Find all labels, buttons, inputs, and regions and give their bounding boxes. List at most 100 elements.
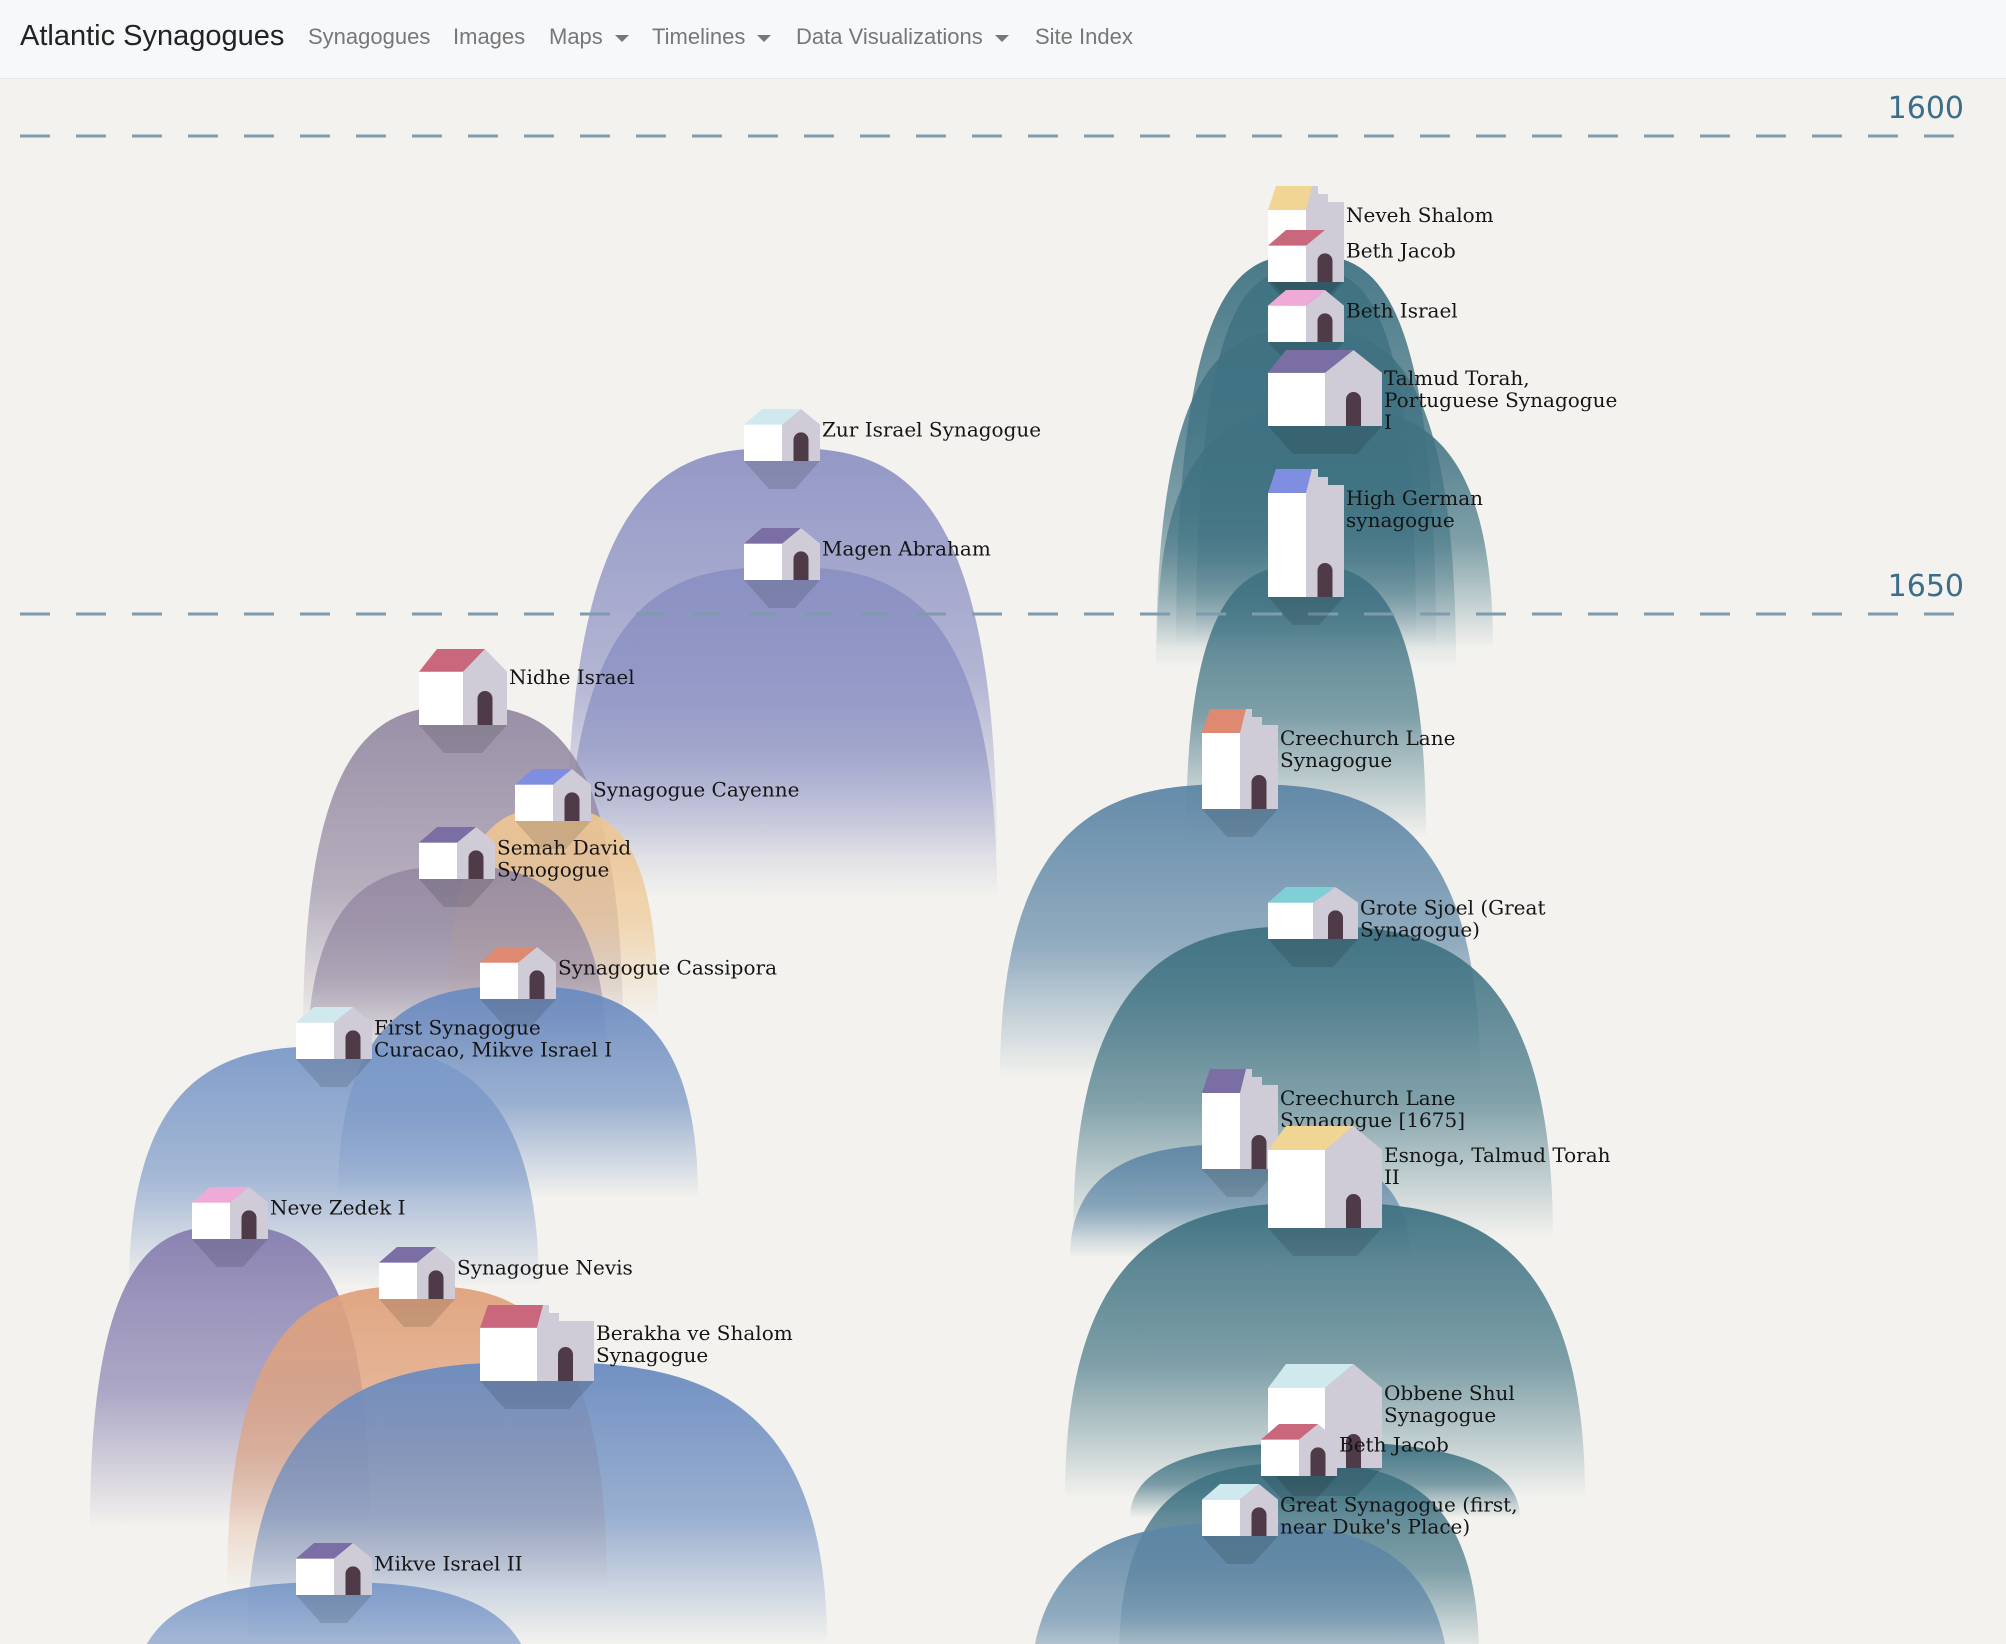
house-shadow: [1268, 1228, 1382, 1256]
marker-layer: Zur Israel Synagogue Magen Abraham Neveh S…: [192, 186, 1617, 1623]
year-gridlines: 1600 1650: [20, 91, 1966, 616]
synagogue-label: Grote Sjoel (Great: [1360, 896, 1545, 920]
synagogue-marker-nidhe-israel[interactable]: Nidhe Israel: [419, 649, 635, 753]
synagogue-label: Synagogue Cayenne: [593, 778, 799, 802]
house-shadow: [296, 1595, 372, 1623]
synagogue-label: Synagogue): [1360, 918, 1480, 942]
timeline-arch: [147, 1582, 521, 1644]
house-shadow: [744, 580, 820, 608]
nav-images[interactable]: Images: [453, 24, 525, 50]
chevron-down-icon: [994, 34, 1009, 42]
synagogue-marker-beth-jacob-2[interactable]: Beth Jacob: [1261, 1424, 1449, 1504]
synagogue-marker-mikve-israel-2[interactable]: Mikve Israel II: [296, 1543, 523, 1623]
house-front: [744, 424, 782, 461]
house-front: [1202, 1499, 1240, 1536]
house-roof: [1268, 1364, 1354, 1388]
nav-data-visualizations-dropdown[interactable]: Data Visualizations: [796, 24, 1009, 50]
synagogue-label: Curacao, Mikve Israel I: [374, 1038, 612, 1062]
house-shadow: [1202, 1536, 1278, 1564]
synagogue-marker-synagogue-cassipora[interactable]: Synagogue Cassipora: [480, 947, 777, 1027]
house-front: [1268, 902, 1313, 939]
chevron-down-icon: [757, 34, 772, 42]
house-front: [1268, 245, 1306, 282]
house-shadow: [744, 461, 820, 489]
house-shadow: [480, 999, 556, 1027]
house-roof: [1268, 887, 1336, 903]
house-front: [1268, 372, 1325, 426]
synagogue-marker-zur-israel[interactable]: Zur Israel Synagogue: [744, 409, 1041, 489]
house-side: [537, 1305, 594, 1381]
house-front: [1261, 1439, 1299, 1476]
timeline-arch: [1035, 1523, 1445, 1644]
synagogue-label: Portuguese Synagogue: [1384, 388, 1617, 412]
door-icon: [468, 850, 484, 879]
nav-data-visualizations-label: Data Visualizations: [796, 24, 983, 49]
house-roof: [379, 1247, 436, 1263]
nav-maps-dropdown[interactable]: Maps: [549, 24, 629, 50]
door-icon: [345, 1030, 361, 1059]
door-icon: [477, 691, 493, 725]
house-side: [463, 649, 507, 725]
synagogue-marker-great-synagogue[interactable]: Great Synagogue (first,near Duke's Place…: [1202, 1484, 1518, 1564]
house-roof: [1268, 186, 1312, 210]
synagogue-marker-synagogue-nevis[interactable]: Synagogue Nevis: [379, 1247, 633, 1327]
house-shadow: [379, 1299, 455, 1327]
nav-site-index[interactable]: Site Index: [1035, 24, 1133, 50]
house-roof: [480, 1305, 543, 1328]
house-side: [1240, 709, 1278, 809]
house-shadow: [419, 725, 507, 753]
synagogue-label: Talmud Torah,: [1384, 366, 1530, 390]
house-roof: [419, 827, 476, 843]
door-icon: [1346, 1194, 1361, 1228]
door-icon: [345, 1566, 361, 1595]
door-icon: [558, 1347, 573, 1381]
synagogue-label: Synagogue: [596, 1343, 708, 1367]
nav-synagogues[interactable]: Synagogues: [308, 24, 430, 50]
synagogue-label: Creechurch Lane: [1280, 726, 1455, 750]
synagogue-label: synagogue: [1346, 508, 1455, 532]
synagogue-marker-magen-abraham[interactable]: Magen Abraham: [744, 528, 991, 608]
house-roof: [1268, 350, 1354, 373]
house-roof: [480, 947, 537, 963]
synagogue-label: Beth Israel: [1346, 299, 1458, 323]
synagogue-label: Neve Zedek I: [270, 1196, 406, 1220]
house-roof: [744, 409, 801, 425]
timeline-arch: [247, 1362, 827, 1644]
house-front: [419, 671, 463, 725]
brand-link[interactable]: Atlantic Synagogues: [20, 20, 285, 52]
house-front: [379, 1262, 417, 1299]
door-icon: [1251, 775, 1267, 809]
synagogue-label: Synagogue Cassipora: [558, 956, 777, 980]
year-1600-label: 1600: [1888, 91, 1964, 126]
synagogue-label: Synagogue: [1384, 1403, 1496, 1427]
synagogue-marker-neve-zedek[interactable]: Neve Zedek I: [192, 1187, 406, 1267]
nav-timelines-dropdown[interactable]: Timelines: [652, 24, 772, 50]
door-icon: [529, 970, 545, 999]
timeline-arch: [567, 567, 997, 898]
house-shadow: [480, 1381, 594, 1409]
house-front: [744, 543, 782, 580]
door-icon: [793, 432, 809, 461]
door-icon: [241, 1210, 257, 1239]
house-shadow: [1268, 597, 1344, 625]
synagogue-label: Magen Abraham: [822, 537, 991, 561]
house-shadow: [515, 821, 591, 849]
synagogue-label: Synagogue: [1280, 748, 1392, 772]
synagogue-label: High German: [1346, 486, 1483, 510]
house-shadow: [1202, 809, 1278, 837]
house-front: [296, 1558, 334, 1595]
synagogue-label: Beth Jacob: [1346, 239, 1456, 263]
synagogue-label: Beth Jacob: [1339, 1433, 1449, 1457]
house-side: [1325, 1126, 1382, 1228]
synagogue-marker-synagogue-cayenne[interactable]: Synagogue Cayenne: [515, 769, 799, 849]
